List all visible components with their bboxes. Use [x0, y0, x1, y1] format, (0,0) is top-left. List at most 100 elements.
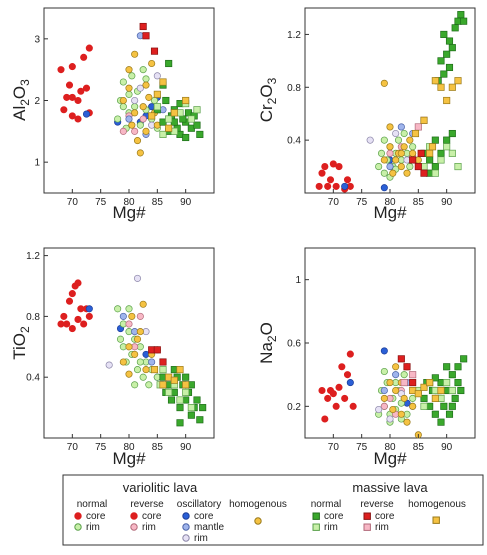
data-point-mas-normal-core [431, 410, 439, 418]
y-tick-label: 0.8 [26, 312, 40, 323]
data-point-var-homogenous [133, 335, 142, 343]
data-point-mas-reverse-rim [414, 123, 422, 131]
data-point-mas-reverse-core [153, 346, 161, 354]
data-point-var-normal-core [332, 182, 340, 190]
data-point-var-reverse-rim [119, 127, 127, 135]
data-point-var-homogenous [131, 50, 139, 58]
data-point-var-normal-rim [377, 149, 386, 157]
data-point-var-normal-core [343, 176, 352, 184]
data-point-var-normal-core [338, 363, 346, 371]
data-point-mas-normal-core [460, 17, 468, 25]
data-point-mas-homogenous [159, 381, 167, 389]
data-point-var-homogenous [389, 405, 397, 414]
data-point-var-normal-core [85, 312, 93, 320]
data-point-var-normal-core [65, 297, 74, 305]
data-point-var-normal-rim [119, 78, 127, 86]
data-point-var-normal-core [82, 84, 91, 92]
x-tick-label: 75 [356, 442, 368, 453]
x-tick-label: 70 [67, 197, 79, 208]
data-point-mas-normal-rim [193, 106, 201, 114]
data-point-mas-normal-core [187, 411, 195, 419]
data-point-var-homogenous [380, 79, 388, 87]
data-point-mas-normal-core [431, 163, 439, 171]
data-point-var-normal-rim [400, 129, 408, 138]
data-point-mas-normal-core [431, 374, 439, 382]
x-tick-label: 75 [95, 197, 107, 208]
data-point-mas-homogenous [150, 366, 159, 374]
legend-label-var-osc-mantle: mantle [194, 522, 224, 533]
data-point-mas-reverse-rim [400, 379, 408, 387]
data-point-var-homogenous [403, 169, 411, 177]
data-point-var-normal-rim [139, 373, 147, 381]
data-point-var-osc-mantle [119, 312, 127, 320]
data-point-var-osc-core [380, 184, 388, 192]
data-point-mas-normal-core [451, 24, 459, 32]
data-point-var-homogenous [139, 103, 147, 111]
data-point-var-normal-rim [380, 169, 388, 177]
data-point-mas-normal-core [443, 363, 451, 371]
data-point-var-homogenous [406, 136, 414, 144]
data-point-var-osc-rim [105, 361, 113, 369]
data-point-mas-normal-rim [448, 149, 456, 157]
data-point-var-normal-core [60, 106, 68, 114]
x-axis-title-al2o3: Mg# [112, 203, 146, 222]
data-point-var-homogenous [380, 156, 388, 164]
data-point-var-normal-core [326, 176, 335, 184]
data-point-mas-normal-core [440, 402, 448, 410]
data-point-mas-homogenous [411, 129, 420, 138]
legend-label-var-osc-rim: rim [194, 533, 208, 544]
data-point-var-normal-core [85, 44, 93, 52]
data-point-var-normal-rim [400, 371, 408, 379]
data-point-mas-normal-rim [187, 115, 195, 123]
data-point-mas-normal-core [426, 156, 434, 164]
data-point-mas-normal-core [448, 402, 456, 410]
data-point-var-normal-core [74, 279, 82, 287]
data-point-mas-homogenous [428, 143, 437, 151]
data-point-var-normal-rim [409, 394, 417, 402]
data-point-var-normal-core [335, 163, 343, 171]
data-point-var-normal-rim [380, 367, 388, 376]
data-point-mas-reverse-core [150, 47, 159, 55]
data-point-mas-normal-core [445, 63, 454, 72]
data-point-var-osc-core [380, 347, 388, 355]
data-point-mas-normal-rim [437, 156, 445, 164]
data-point-mas-homogenous [426, 379, 434, 387]
y-tick-label: 0.6 [287, 339, 301, 350]
panel-cr2o3: 70 75 80 85 90 0.4 0.8 1.2 Mg# Cr2O3 [257, 7, 476, 222]
y-tick-label: 2 [34, 96, 40, 107]
data-point-var-normal-core [74, 315, 82, 323]
data-point-var-osc-core [85, 305, 93, 313]
data-point-mas-normal-core [445, 410, 454, 418]
data-point-var-normal-core [318, 169, 326, 177]
plot-frame-tio2 [43, 247, 215, 439]
data-point-var-reverse-rim [125, 320, 133, 328]
x-tick-label: 80 [384, 442, 396, 453]
data-point-var-homogenous [119, 358, 127, 366]
data-point-var-reverse-rim [131, 127, 139, 135]
y-tick-label: 1 [34, 158, 40, 169]
legend-label-var-osc-core: core [194, 511, 214, 522]
data-point-var-homogenous [386, 379, 394, 387]
data-point-var-normal-core [60, 312, 68, 320]
x-tick-label: 80 [384, 197, 396, 208]
data-point-var-homogenous [397, 163, 405, 171]
x-tick-label: 90 [441, 197, 453, 208]
data-point-mas-normal-core [443, 50, 451, 58]
data-point-var-homogenous [397, 149, 405, 157]
data-point-mas-homogenous [448, 83, 456, 91]
data-point-var-normal-core [74, 115, 82, 123]
data-point-var-normal-rim [114, 305, 122, 313]
data-point-mas-homogenous [437, 83, 445, 91]
x-tick-label: 85 [413, 442, 425, 453]
data-point-mas-normal-rim [159, 366, 167, 374]
data-point-mas-normal-rim [159, 130, 167, 138]
data-point-mas-homogenous [148, 112, 156, 120]
data-point-var-osc-mantle [125, 115, 133, 123]
data-point-mas-normal-core [448, 129, 456, 138]
data-point-mas-homogenous [153, 90, 161, 98]
data-point-var-homogenous [136, 149, 144, 157]
legend-swatch-mas-reverse-rim [363, 523, 371, 531]
data-point-mas-normal-core [443, 136, 451, 144]
data-point-mas-homogenous [170, 109, 178, 117]
y-axis-title-tio2: TiO2 [10, 326, 32, 360]
